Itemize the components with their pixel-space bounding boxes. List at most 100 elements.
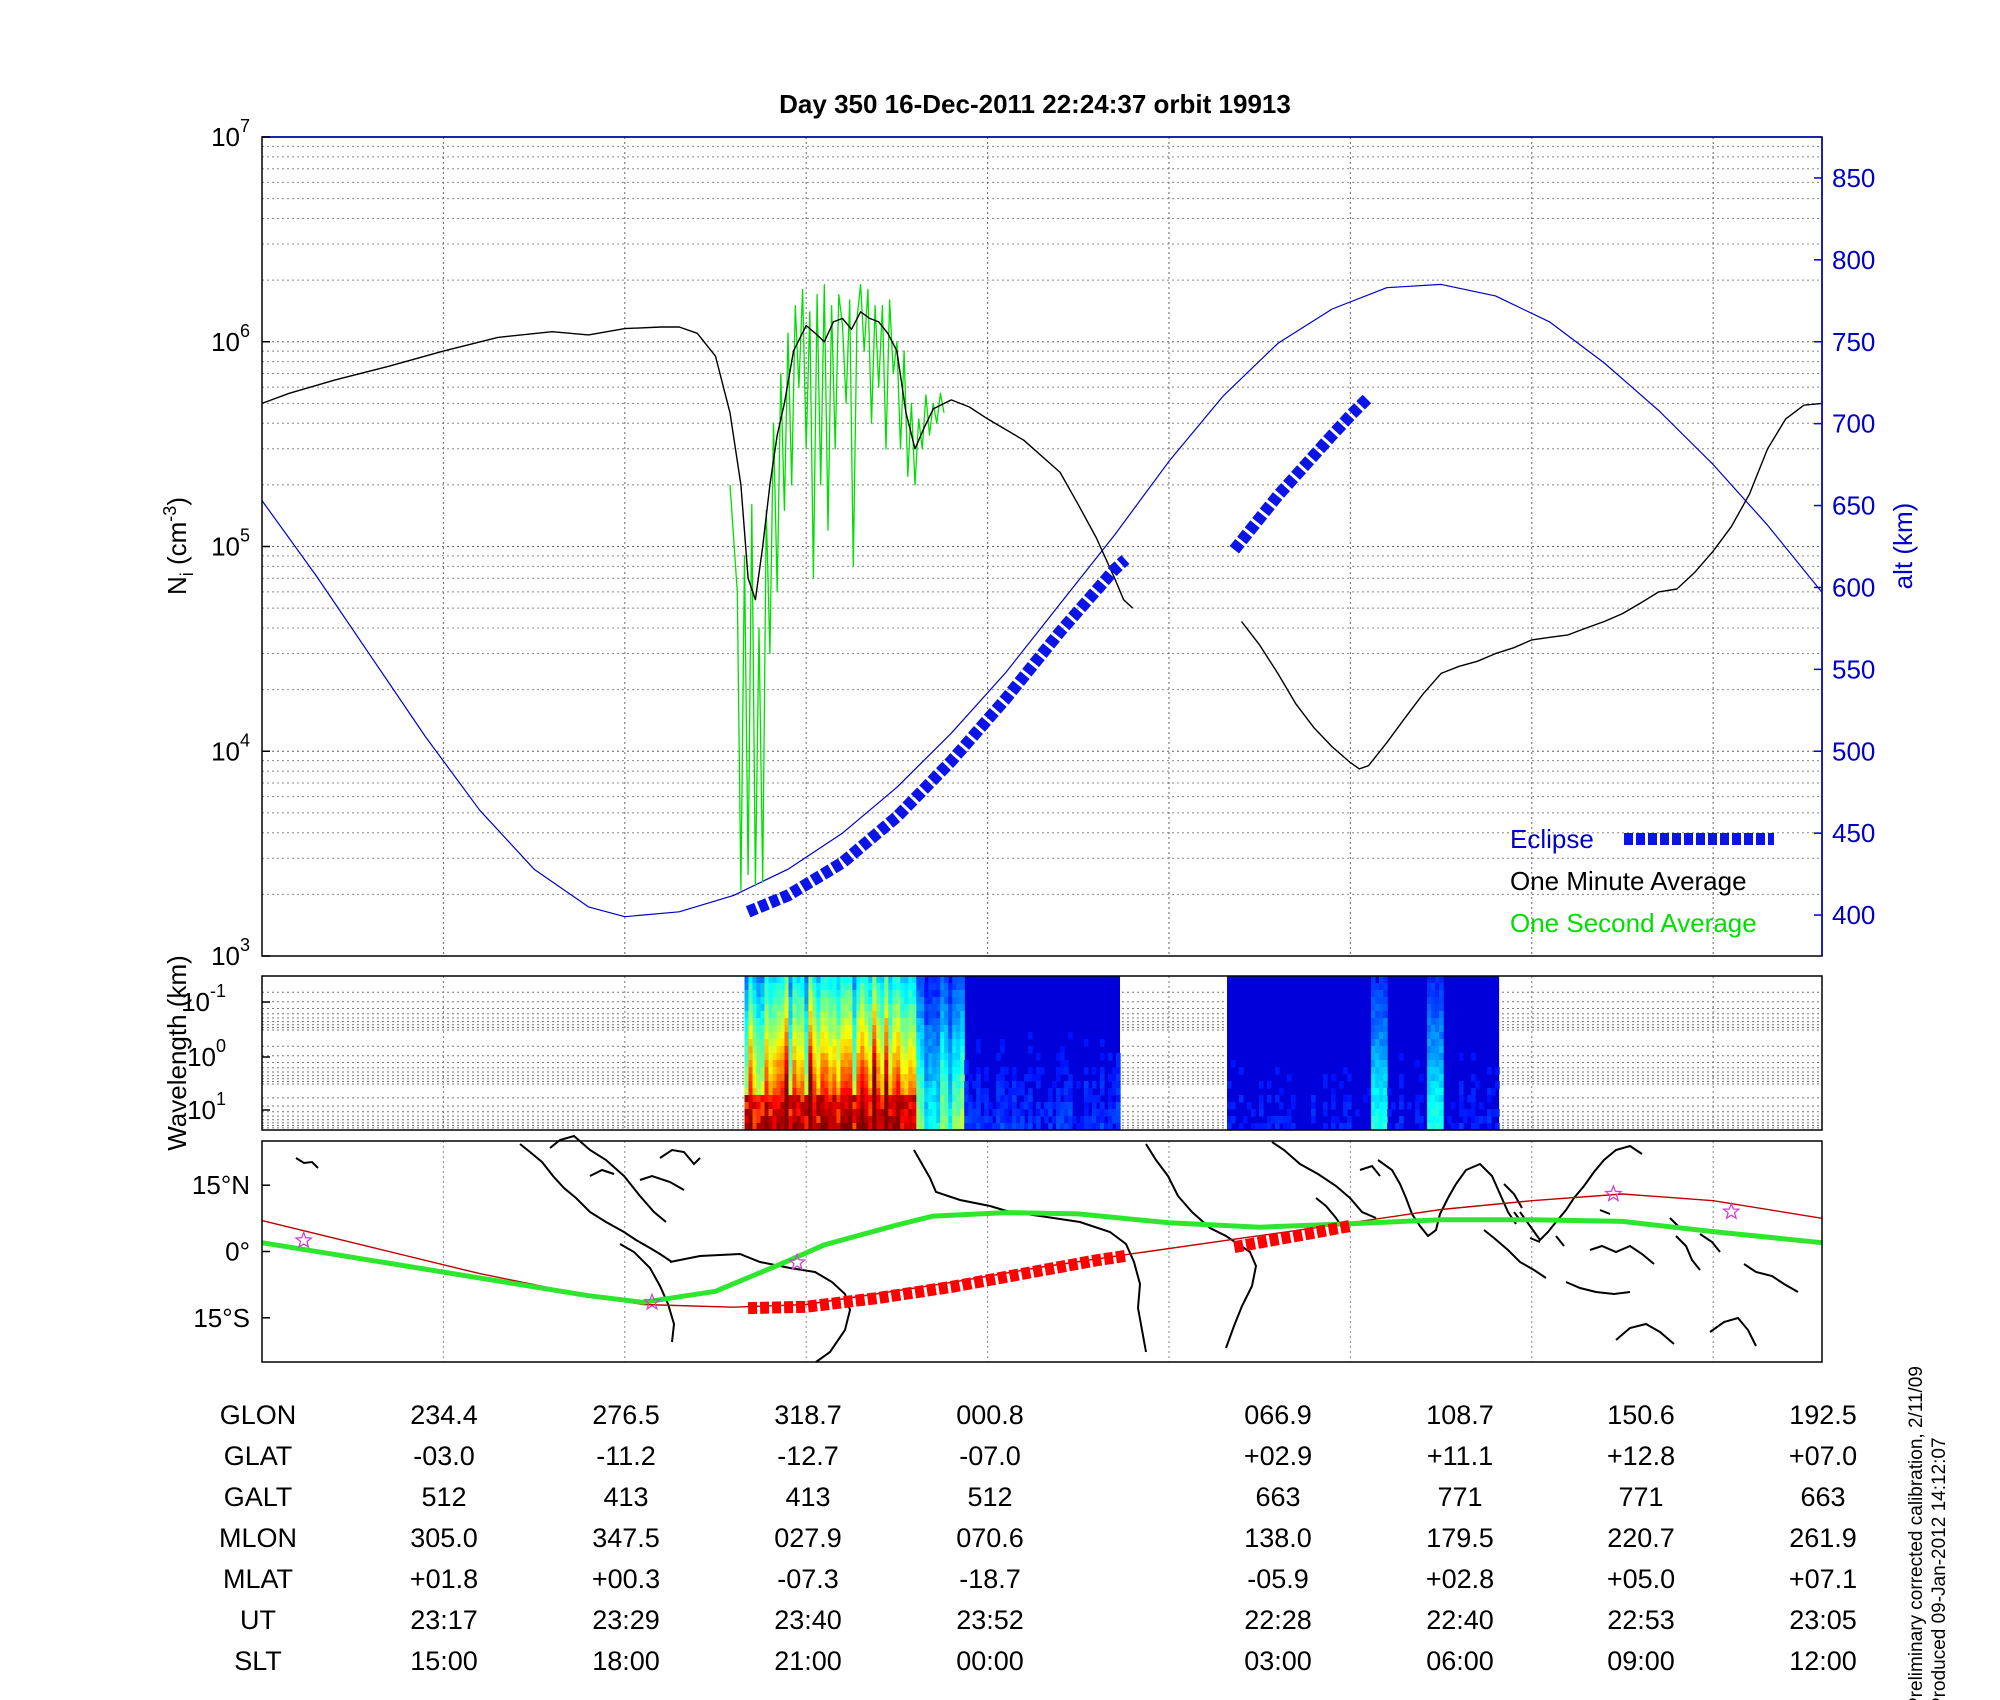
spectrogram-cell xyxy=(816,1095,821,1103)
spectrogram-cell xyxy=(1459,1053,1464,1061)
eclipse-segment xyxy=(745,555,1130,918)
spectrogram-cell xyxy=(1092,1067,1097,1075)
spectrogram-cell xyxy=(772,1123,778,1131)
spectrogram-cell xyxy=(904,1123,909,1131)
spectrogram-cell xyxy=(1379,983,1384,991)
spectrogram-cell xyxy=(1371,1018,1376,1026)
spectrogram-cell xyxy=(800,1004,805,1012)
spectrogram-cell xyxy=(868,1116,873,1124)
spectrogram-cell xyxy=(920,990,925,998)
spectrogram-cell xyxy=(828,983,833,991)
spectrogram-cell xyxy=(1435,990,1440,998)
spectrogram-cell xyxy=(824,1067,829,1075)
spectrogram-cell xyxy=(856,1116,861,1124)
spectrogram-cell xyxy=(936,1039,941,1047)
spectrogram-cell xyxy=(788,1095,794,1103)
spectrogram-cell xyxy=(1028,1123,1033,1131)
spectrogram-cell xyxy=(888,1039,893,1047)
spectrogram-cell xyxy=(1343,1095,1348,1103)
spectrogram-cell xyxy=(844,1116,849,1124)
spectrogram-cell xyxy=(964,1060,969,1068)
spectrogram-cell xyxy=(1371,990,1376,998)
spectrogram-cell xyxy=(816,1032,821,1040)
spectrogram-cell xyxy=(780,1081,786,1089)
spectrogram-cell xyxy=(1000,1074,1005,1082)
spectrogram-cell xyxy=(868,1039,873,1047)
spectrogram-cell xyxy=(776,983,782,991)
spectrogram-cell xyxy=(832,1123,837,1131)
spectrogram-cell xyxy=(760,1018,766,1026)
spectrogram-cell xyxy=(1487,1109,1492,1117)
spectrogram-cell xyxy=(804,1046,809,1054)
spectrogram-cell xyxy=(948,1018,953,1026)
spectrogram-cell xyxy=(856,1004,861,1012)
spectrogram-cell xyxy=(944,1004,949,1012)
spectrogram-cell xyxy=(1395,1123,1400,1131)
spectrogram-cell xyxy=(756,1053,762,1061)
equator-crossing-star xyxy=(1721,1201,1741,1220)
spectrogram-cell xyxy=(996,1088,1001,1096)
spectrogram-cell xyxy=(1435,1025,1440,1033)
spectrogram-cell xyxy=(852,983,857,991)
spectrogram-cell xyxy=(1311,1095,1316,1103)
spectrogram-cell xyxy=(1383,1074,1388,1082)
spectrogram-cell xyxy=(816,1123,821,1131)
spectrogram-cell xyxy=(928,997,933,1005)
spectrogram-cell xyxy=(860,1088,865,1096)
spectrogram-cell xyxy=(860,1039,865,1047)
spectrogram-cell xyxy=(924,1032,929,1040)
spectrogram-cell xyxy=(912,997,917,1005)
spectrogram-cell xyxy=(820,976,825,984)
spectrogram-cell xyxy=(924,1123,929,1131)
spectrogram-cell xyxy=(796,1109,801,1117)
spectrogram-cell xyxy=(804,976,809,984)
spectrogram-cell xyxy=(852,997,857,1005)
spectrogram-cell xyxy=(764,983,770,991)
spectrogram-cell xyxy=(1431,1025,1436,1033)
spectrogram-cell xyxy=(852,1046,857,1054)
spectrogram-cell xyxy=(1375,1025,1380,1033)
spectrogram-cell xyxy=(904,1053,909,1061)
spectrogram-cell xyxy=(780,1011,786,1019)
spectrogram-cell xyxy=(844,1011,849,1019)
spectrogram-cell xyxy=(876,1088,881,1096)
spectrogram-cell xyxy=(916,1116,921,1124)
spectrogram-cell xyxy=(1064,1102,1069,1110)
spectrogram-cell xyxy=(1056,1074,1061,1082)
spectrogram-cell xyxy=(1028,1109,1033,1117)
spectrogram-cell xyxy=(744,997,750,1005)
spectrogram-cell xyxy=(836,1032,841,1040)
spectrogram-cell xyxy=(1435,1109,1440,1117)
spectrogram-cell xyxy=(1399,1102,1404,1110)
spectrogram-cell xyxy=(1012,1123,1017,1131)
spectrogram-cell xyxy=(1012,1116,1017,1124)
spectrogram-cell xyxy=(940,1095,945,1103)
spectrogram-cell xyxy=(1379,1109,1384,1117)
spectrogram-cell xyxy=(980,1088,985,1096)
spectrogram-cell xyxy=(856,1011,861,1019)
spectrogram-cell xyxy=(836,1025,841,1033)
table-cell: 06:00 xyxy=(1426,1646,1494,1676)
spectrogram-cell xyxy=(1100,1088,1105,1096)
spectrogram-cell xyxy=(908,1102,913,1110)
spectrogram-cell xyxy=(912,1095,917,1103)
spectrogram-cell xyxy=(840,1060,845,1068)
spectrogram-cell xyxy=(792,1025,797,1033)
spectrogram-cell xyxy=(756,1123,762,1131)
spectrogram-cell xyxy=(940,990,945,998)
spectrogram-cell xyxy=(1427,983,1432,991)
spectrogram-cell xyxy=(772,1046,778,1054)
spectrogram-cell xyxy=(872,1011,877,1019)
spectrogram-cell xyxy=(836,1004,841,1012)
spectrogram-cell xyxy=(764,976,770,984)
spectrogram-cell xyxy=(792,1046,797,1054)
spectrogram-cell xyxy=(840,1018,845,1026)
spectrogram-cell xyxy=(972,1109,977,1117)
spectrogram-cell xyxy=(968,1102,973,1110)
spectrogram-cell xyxy=(944,1018,949,1026)
spectrogram-cell xyxy=(868,1074,873,1082)
spectrogram-cell xyxy=(1004,1095,1009,1103)
spectrogram-cell xyxy=(856,990,861,998)
spectrogram-cell xyxy=(1439,1109,1444,1117)
spectrogram-cell xyxy=(1112,1067,1117,1075)
